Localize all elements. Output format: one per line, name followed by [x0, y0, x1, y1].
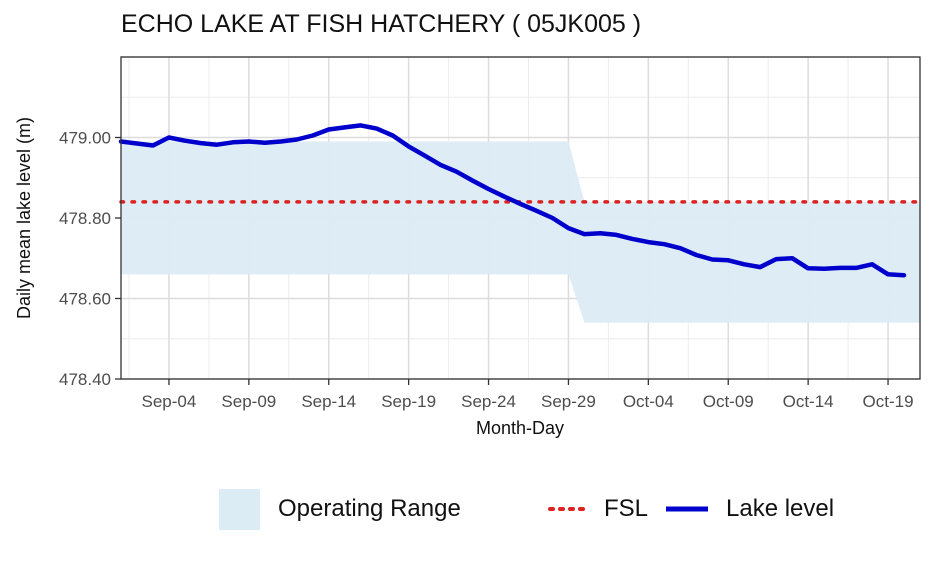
- operating-range-layer: [121, 141, 920, 323]
- legend-label-operating-range: Operating Range: [278, 495, 461, 522]
- chart-area: Sep-04 Sep-09 Sep-14 Sep-19 Sep-24 Sep-29 Oct-…: [14, 56, 922, 438]
- x-tick-label: Sep-19: [381, 392, 436, 411]
- lake-level-line: [118, 123, 907, 278]
- x-tick-label: Oct-19: [863, 392, 914, 411]
- y-tick-label: 478.40: [59, 370, 111, 389]
- legend-item-lake-level: Lake level: [666, 484, 834, 534]
- operating-range-band: [121, 141, 920, 323]
- legend-label-lake-level: Lake level: [726, 495, 835, 522]
- x-tick-label: Oct-14: [783, 392, 834, 411]
- legend: Operating Range FSL Lake level: [0, 484, 936, 534]
- y-tick-label: 478.80: [59, 209, 111, 228]
- y-axis-title: Daily mean lake level (m): [14, 117, 34, 319]
- legend-item-operating-range: Operating Range: [219, 484, 461, 534]
- legend-swatch-fsl: [548, 507, 590, 511]
- legend-item-fsl: FSL: [548, 484, 648, 534]
- x-tick-label: Sep-14: [301, 392, 356, 411]
- x-tick-label: Sep-04: [142, 392, 197, 411]
- x-axis-title: Month-Day: [476, 418, 564, 438]
- x-tick-label: Sep-29: [541, 392, 596, 411]
- legend-swatch-operating-range: [219, 488, 260, 530]
- legend-swatch-lake-level: [666, 506, 708, 512]
- lake-level-layer: [118, 123, 907, 278]
- x-tick-label: Oct-04: [623, 392, 674, 411]
- y-tick-label: 478.60: [59, 290, 111, 309]
- x-tick-label: Oct-09: [703, 392, 754, 411]
- chart-title: ECHO LAKE AT FISH HATCHERY ( 05JK005 ): [121, 10, 642, 38]
- x-tick-label: Sep-09: [221, 392, 276, 411]
- y-tick-label: 479.00: [59, 129, 111, 148]
- x-tick-label: Sep-24: [461, 392, 516, 411]
- legend-label-fsl: FSL: [604, 495, 649, 522]
- axis-layer: Sep-04 Sep-09 Sep-14 Sep-19 Sep-24 Sep-29 Oct-…: [59, 129, 914, 412]
